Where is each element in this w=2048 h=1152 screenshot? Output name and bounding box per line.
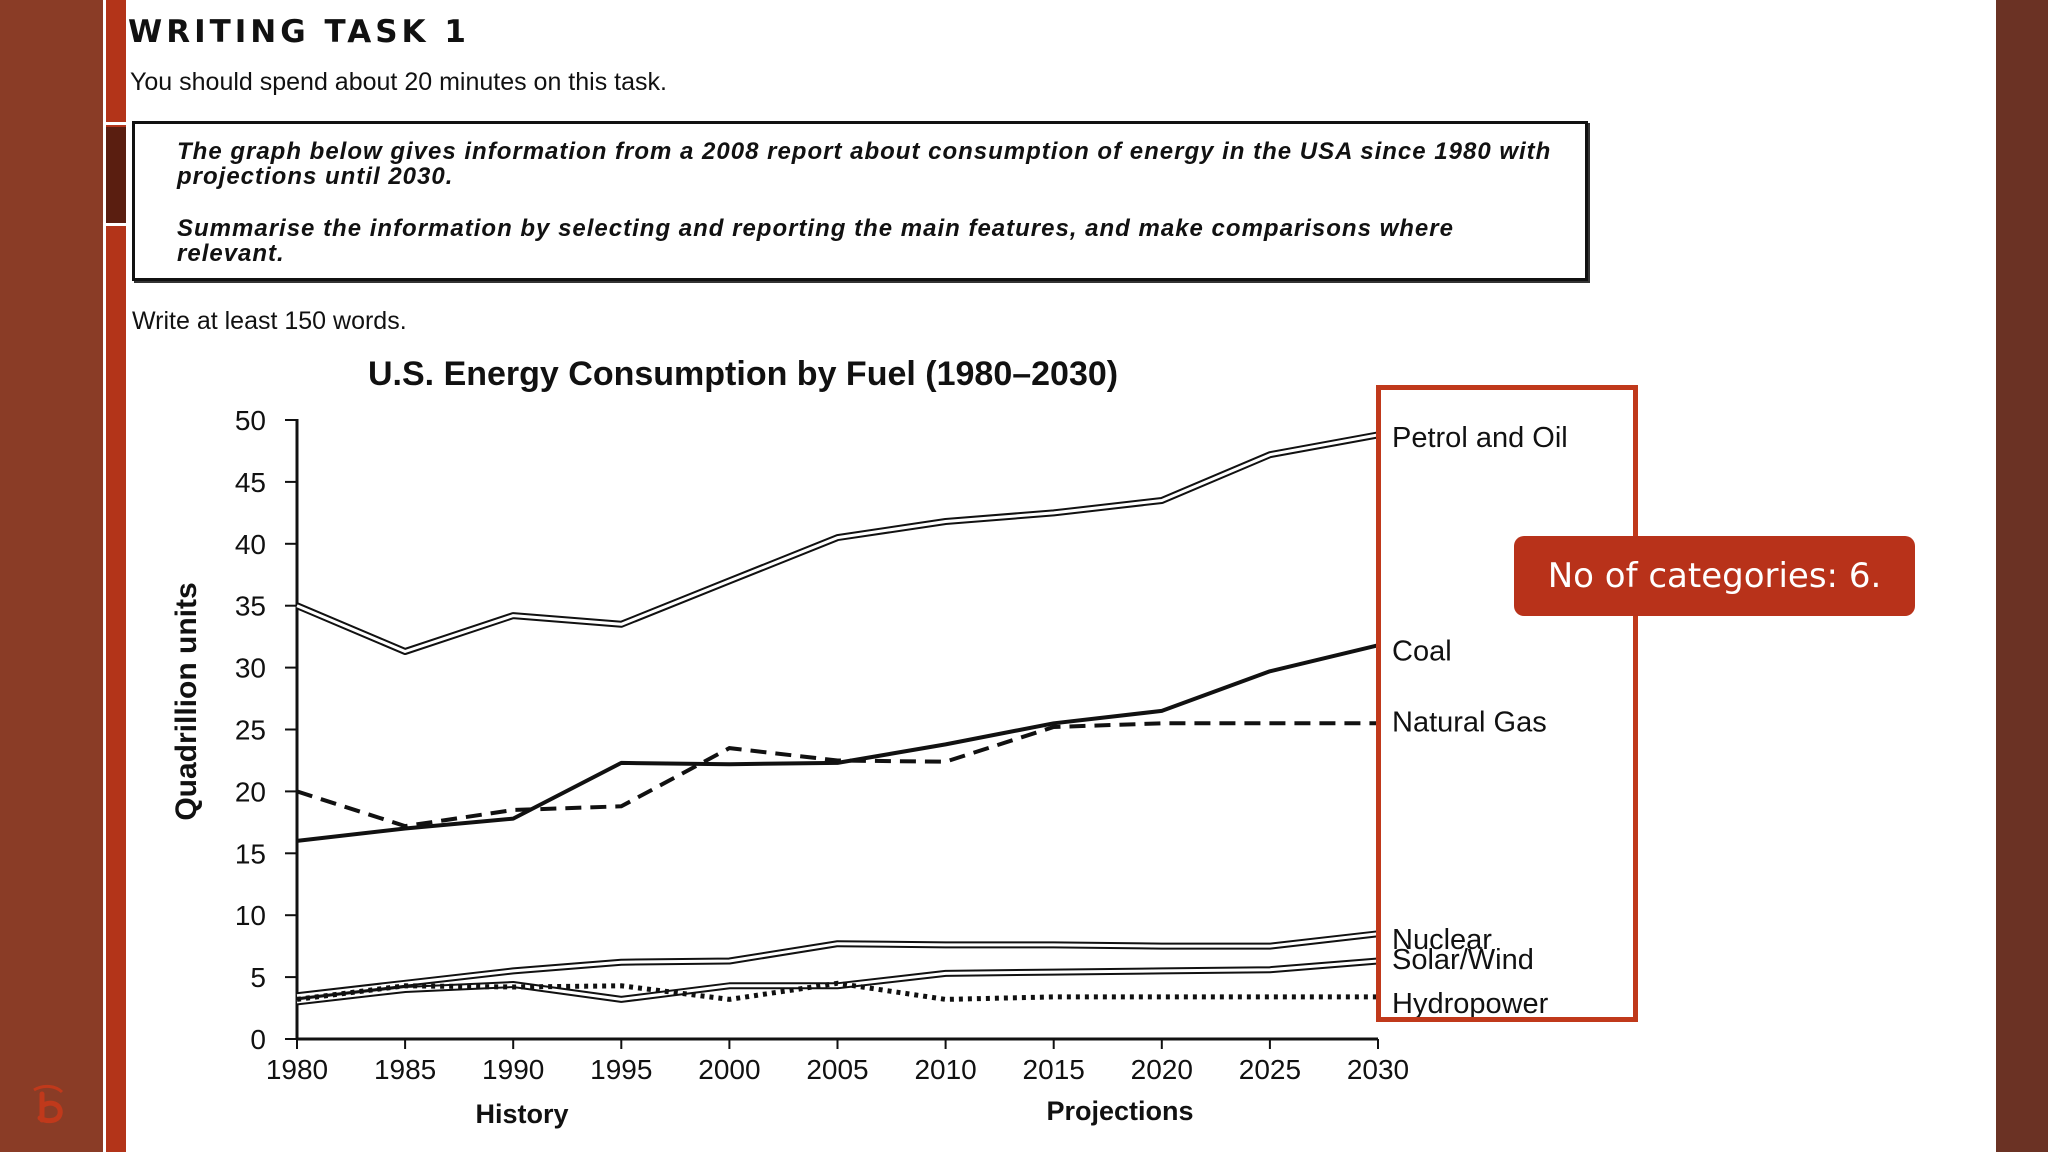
- series-label-solar-wind: Solar/Wind: [1392, 944, 1534, 976]
- chart-title: U.S. Energy Consumption by Fuel (1980–20…: [368, 355, 1118, 393]
- x-tick-label: 1985: [374, 1054, 436, 1085]
- series-line-coal: [296, 643, 1379, 843]
- task-title: WRITING TASK 1: [128, 14, 470, 50]
- y-tick-label: 10: [235, 900, 266, 931]
- series-line-petrol-and-oil-inner: [296, 433, 1379, 653]
- y-tick-label: 15: [235, 838, 266, 869]
- prompt-description: The graph below gives information from a…: [177, 138, 1552, 190]
- category-count-callout: No of categories: 6.: [1514, 536, 1915, 616]
- series-label-nuclear: Nuclear: [1392, 924, 1492, 956]
- x-tick-label: 2030: [1347, 1054, 1409, 1085]
- x-tick-label: 2005: [806, 1054, 868, 1085]
- x-tick-label: 1990: [482, 1054, 544, 1085]
- x-tick-label: 2000: [698, 1054, 760, 1085]
- left-sidebar: [0, 0, 103, 1152]
- sidebar-divider: [103, 0, 106, 1152]
- series-line-natural-gas: [296, 721, 1378, 829]
- x-tick-label: 2010: [914, 1054, 976, 1085]
- x-tick-label: 2015: [1023, 1054, 1085, 1085]
- series-label-coal: Coal: [1392, 635, 1452, 667]
- series-line-hydropower: [296, 980, 1378, 1002]
- prompt-instructions: Summarise the information by selecting a…: [177, 215, 1454, 267]
- y-tick-label: 30: [235, 653, 266, 684]
- y-axis-label: Quadrillion units: [170, 582, 203, 820]
- series-line-petrol-and-oil: [295, 431, 1379, 655]
- prompt-box: The graph below gives information from a…: [132, 121, 1588, 281]
- x-tick-label: 2025: [1239, 1054, 1301, 1085]
- y-tick-label: 45: [235, 467, 266, 498]
- right-sidebar: [1996, 0, 2048, 1152]
- y-tick-label: 40: [235, 529, 266, 560]
- task-subtitle: You should spend about 20 minutes on thi…: [130, 68, 667, 96]
- y-tick-label: 0: [250, 1024, 266, 1055]
- x-tick-label: 2020: [1131, 1054, 1193, 1085]
- x-section-projections: Projections: [1046, 1096, 1193, 1126]
- stripe-gap-top: [106, 122, 126, 125]
- series-label-hydropower: Hydropower: [1392, 988, 1549, 1020]
- y-tick-label: 25: [235, 715, 266, 746]
- series-line-nuclear-inner: [296, 932, 1379, 998]
- legend-highlight-frame: [1376, 385, 1638, 1022]
- y-tick-label: 50: [235, 405, 266, 436]
- y-tick-label: 35: [235, 591, 266, 622]
- x-tick-label: 1980: [266, 1054, 328, 1085]
- x-tick-label: 1995: [590, 1054, 652, 1085]
- left-accent-stripe: [106, 0, 126, 1152]
- stripe-gap-bottom: [106, 223, 126, 226]
- logo-icon: [33, 1084, 64, 1124]
- x-section-history: History: [475, 1099, 568, 1129]
- word-count-instruction: Write at least 150 words.: [132, 307, 407, 335]
- series-label-natural-gas: Natural Gas: [1392, 706, 1547, 738]
- y-tick-label: 20: [235, 776, 266, 807]
- series-label-petrol-and-oil: Petrol and Oil: [1392, 422, 1568, 454]
- y-tick-label: 5: [250, 962, 266, 993]
- stripe-dark-block: [106, 127, 126, 223]
